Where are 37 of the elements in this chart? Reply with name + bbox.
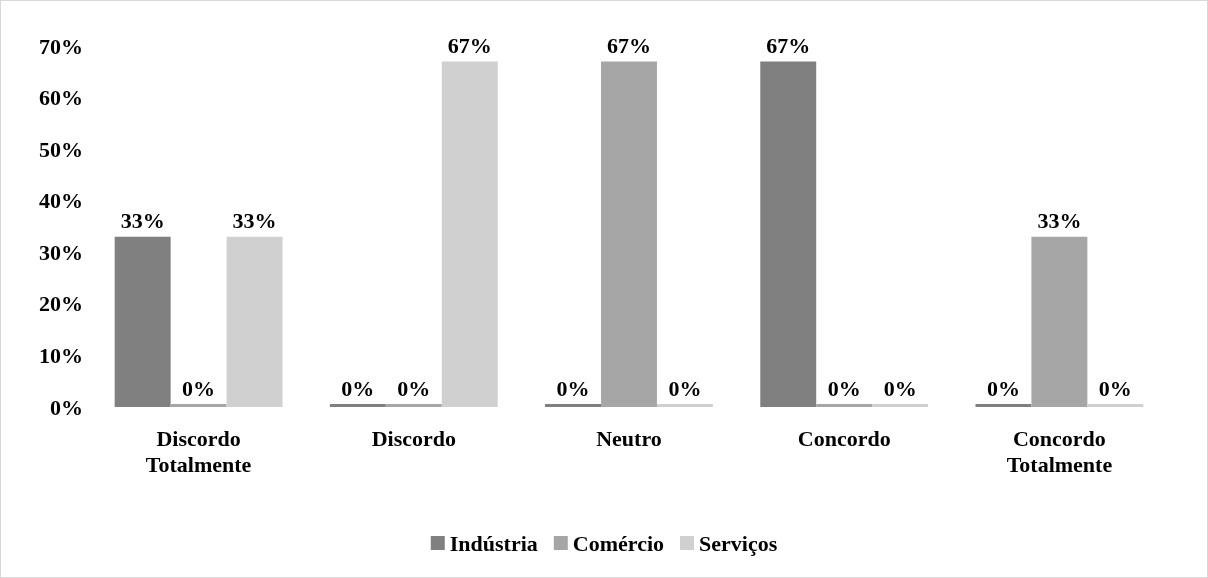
x-tick-label: Discordo xyxy=(371,425,456,451)
bar xyxy=(441,61,498,407)
y-tick-label: 40% xyxy=(39,188,83,214)
y-tick-label: 0% xyxy=(50,394,83,420)
x-tick-label: Neutro xyxy=(596,425,662,451)
data-label: 33% xyxy=(120,208,165,234)
y-tick-label: 70% xyxy=(39,33,83,59)
data-label: 0% xyxy=(397,375,431,401)
bar xyxy=(601,61,657,407)
data-label: 0% xyxy=(556,375,590,401)
y-tick-label: 30% xyxy=(39,239,83,265)
data-label: 0% xyxy=(668,375,702,401)
data-label: 0% xyxy=(182,375,216,401)
data-label: 67% xyxy=(766,32,811,58)
data-label: 0% xyxy=(1098,375,1132,401)
legend-label: Indústria xyxy=(449,530,538,556)
bar xyxy=(1031,236,1088,407)
x-tick-label: Discordo Totalmente xyxy=(145,425,252,477)
data-label: 0% xyxy=(827,375,861,401)
data-label: 33% xyxy=(1037,208,1082,234)
y-tick-label: 60% xyxy=(39,85,83,111)
x-tick-label: Concordo Totalmente xyxy=(1006,425,1113,477)
bar xyxy=(226,236,283,407)
bar xyxy=(114,236,171,407)
data-label: 67% xyxy=(607,32,651,58)
legend-label: Comércio xyxy=(572,530,665,556)
y-tick-label: 10% xyxy=(39,342,83,368)
data-label: 0% xyxy=(986,375,1020,401)
x-tick-label: Concordo xyxy=(797,425,891,451)
data-label: 0% xyxy=(883,375,917,401)
y-tick-label: 20% xyxy=(39,291,83,317)
data-label: 67% xyxy=(447,32,492,58)
data-label: 0% xyxy=(341,375,375,401)
legend-label: Serviços xyxy=(699,530,778,556)
y-tick-label: 50% xyxy=(39,136,83,162)
bar xyxy=(760,61,817,407)
data-label: 33% xyxy=(232,208,277,234)
